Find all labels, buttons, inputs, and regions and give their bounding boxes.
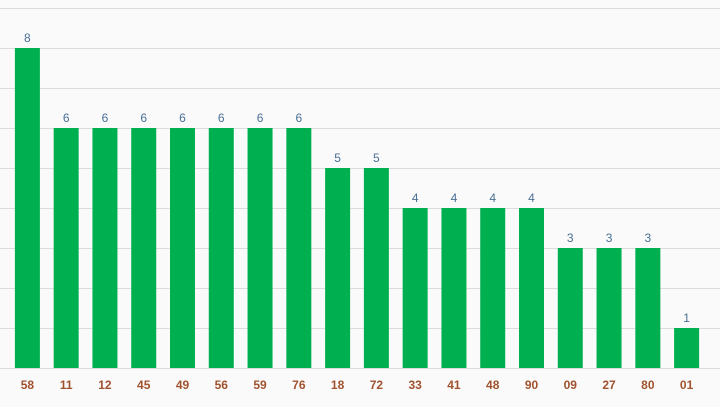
gridlines: [0, 8, 720, 369]
bar-80: [635, 248, 661, 368]
bar-45: [131, 128, 157, 368]
value-labels: 8 6 6 6 6 6 6 6 5 5 4 4 4 4 3 3 3 1: [24, 31, 690, 325]
bar-49: [170, 128, 195, 368]
value-label-90: 4: [528, 191, 535, 205]
bar-18: [325, 168, 351, 368]
bar-48: [480, 208, 506, 368]
category-label-58: 58: [21, 378, 35, 392]
category-label-09: 09: [564, 378, 578, 392]
value-label-12: 6: [102, 111, 109, 125]
value-label-11: 6: [63, 111, 70, 125]
value-label-48: 4: [489, 191, 496, 205]
category-label-01: 01: [680, 378, 694, 392]
category-label-59: 59: [253, 378, 267, 392]
bar-59: [247, 128, 273, 368]
bar-09: [557, 248, 583, 368]
value-label-56: 6: [218, 111, 225, 125]
category-label-48: 48: [486, 378, 500, 392]
category-labels: 58 11 12 45 49 56 59 76 18 72 33 41 48 90 09 27 80 01: [21, 378, 694, 392]
bar-76: [286, 128, 312, 368]
value-label-49: 6: [179, 111, 186, 125]
bar-01: [674, 328, 700, 368]
category-label-80: 80: [641, 378, 655, 392]
value-label-18: 5: [334, 151, 341, 165]
value-label-80: 3: [644, 231, 651, 245]
value-label-58: 8: [24, 31, 31, 45]
value-label-33: 4: [412, 191, 419, 205]
bar-90: [519, 208, 544, 368]
category-label-41: 41: [447, 378, 461, 392]
bars: [14, 48, 700, 368]
bar-11: [53, 128, 79, 368]
category-label-49: 49: [176, 378, 190, 392]
bar-58: [14, 48, 40, 368]
value-label-01: 1: [683, 311, 690, 325]
category-label-27: 27: [602, 378, 616, 392]
value-label-59: 6: [257, 111, 264, 125]
bar-33: [402, 208, 428, 368]
value-label-45: 6: [140, 111, 147, 125]
value-label-27: 3: [606, 231, 613, 245]
value-label-41: 4: [451, 191, 458, 205]
bar-56: [208, 128, 234, 368]
bar-41: [441, 208, 467, 368]
category-label-12: 12: [98, 378, 112, 392]
category-label-76: 76: [292, 378, 306, 392]
value-label-72: 5: [373, 151, 380, 165]
category-label-11: 11: [60, 378, 73, 392]
category-label-90: 90: [525, 378, 539, 392]
category-label-72: 72: [370, 378, 384, 392]
category-label-33: 33: [408, 378, 422, 392]
category-label-18: 18: [331, 378, 345, 392]
category-label-45: 45: [137, 378, 151, 392]
bar-27: [596, 248, 622, 368]
bar-12: [92, 128, 118, 368]
bar-72: [363, 168, 389, 368]
value-label-76: 6: [295, 111, 302, 125]
category-label-56: 56: [215, 378, 229, 392]
value-label-09: 3: [567, 231, 574, 245]
